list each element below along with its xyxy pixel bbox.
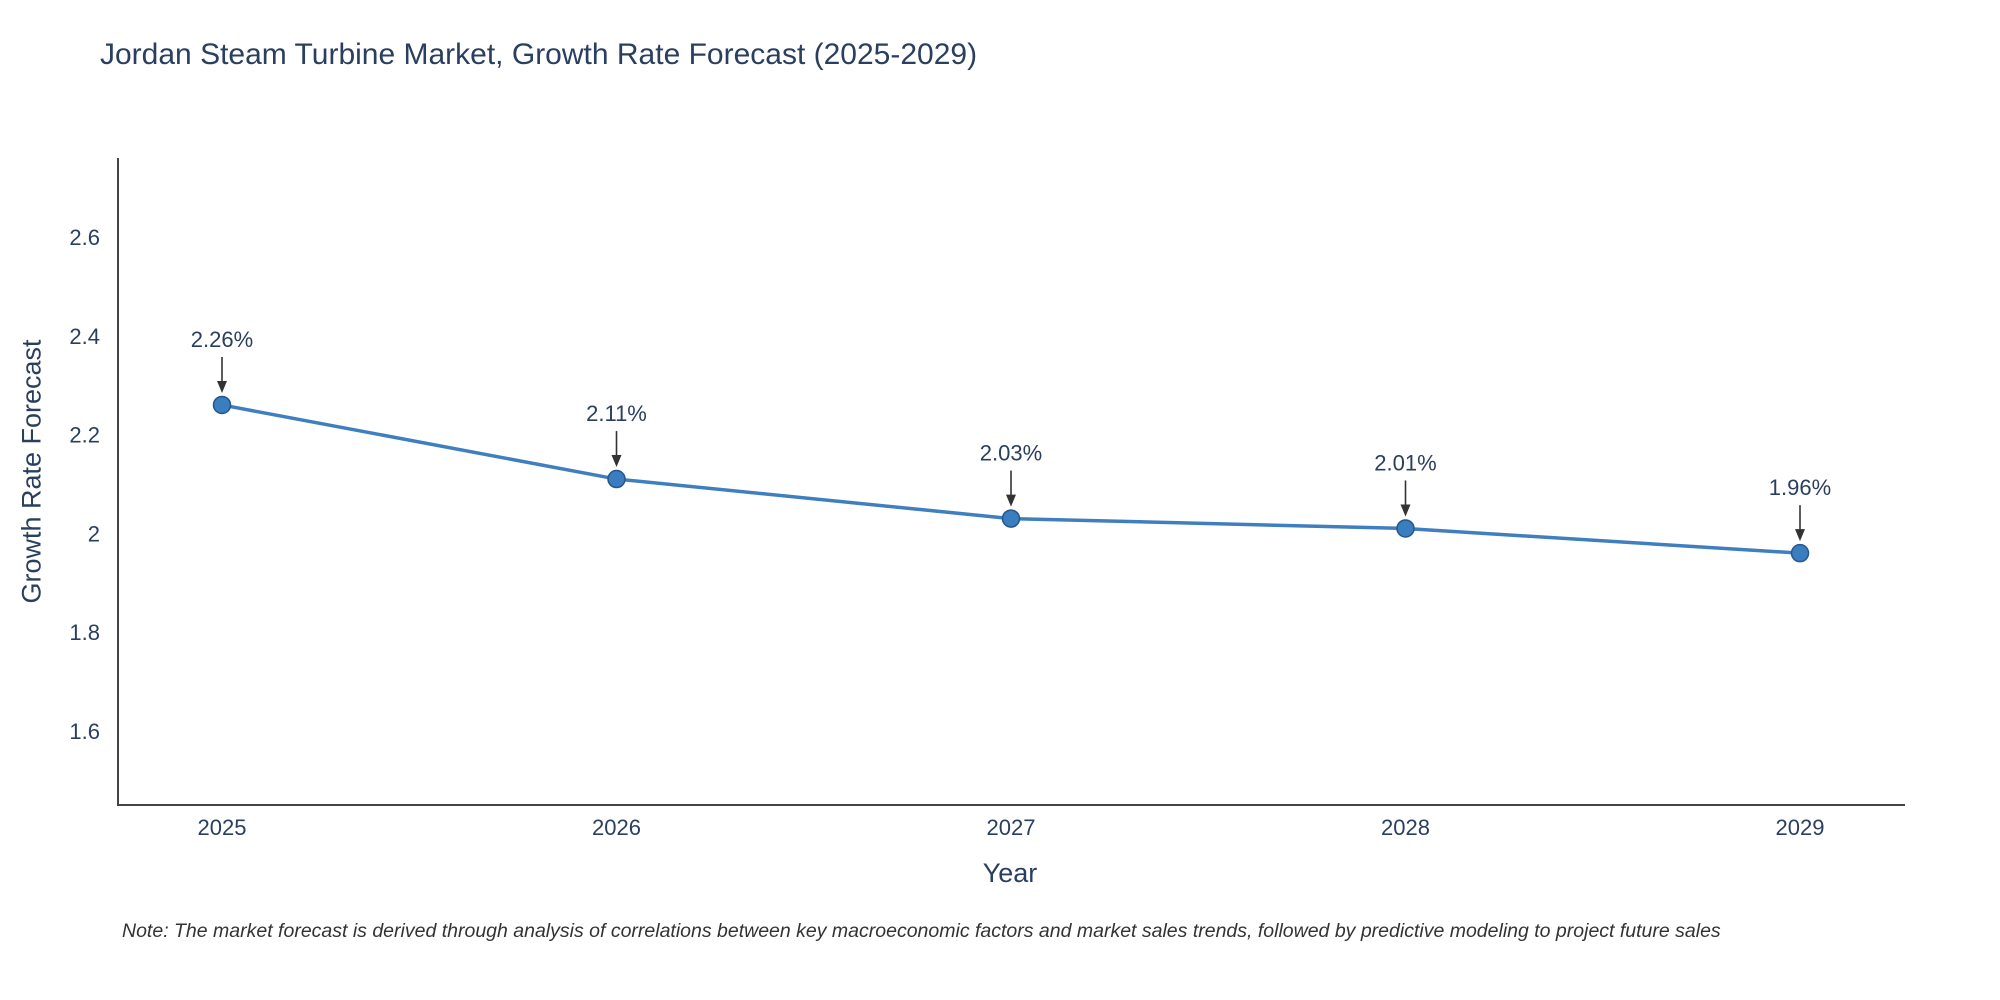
y-tick-label: 1.6 [69,719,100,744]
annotation-arrowhead [1795,529,1805,542]
data-point-marker[interactable] [1001,509,1021,528]
annotation-label: 2.11% [586,401,647,426]
data-point-marker[interactable] [212,395,232,415]
x-tick-label: 2028 [1381,815,1430,840]
annotation-arrowhead [1006,494,1016,507]
footnote: Note: The market forecast is derived thr… [122,920,1721,942]
data-point-marker[interactable] [1790,543,1810,563]
annotation-label: 2.26% [191,327,253,352]
data-point-marker[interactable] [1396,519,1415,538]
x-tick-label: 2026 [592,815,641,840]
annotation-arrowhead [217,380,227,393]
annotation-label: 2.01% [1374,450,1436,475]
annotation-arrowhead [1400,504,1411,517]
y-tick-label: 2.2 [69,423,100,448]
x-tick-label: 2027 [987,815,1036,840]
annotation-label: 2.03% [980,441,1042,466]
axis-lines [117,158,1905,806]
x-tick-label: 2025 [198,815,247,840]
chart-title: Jordan Steam Turbine Market, Growth Rate… [100,38,978,71]
y-tick-label: 1.8 [69,620,100,645]
y-tick-label: 2 [88,521,100,546]
annotation-arrowhead [611,455,622,468]
annotation-label: 1.96% [1769,475,1831,500]
y-tick-label: 2.4 [69,324,100,349]
x-axis-title: Year [982,858,1038,888]
x-tick-label: 2029 [1776,815,1825,840]
data-point-marker[interactable] [607,469,626,489]
y-tick-label: 2.6 [69,225,100,250]
